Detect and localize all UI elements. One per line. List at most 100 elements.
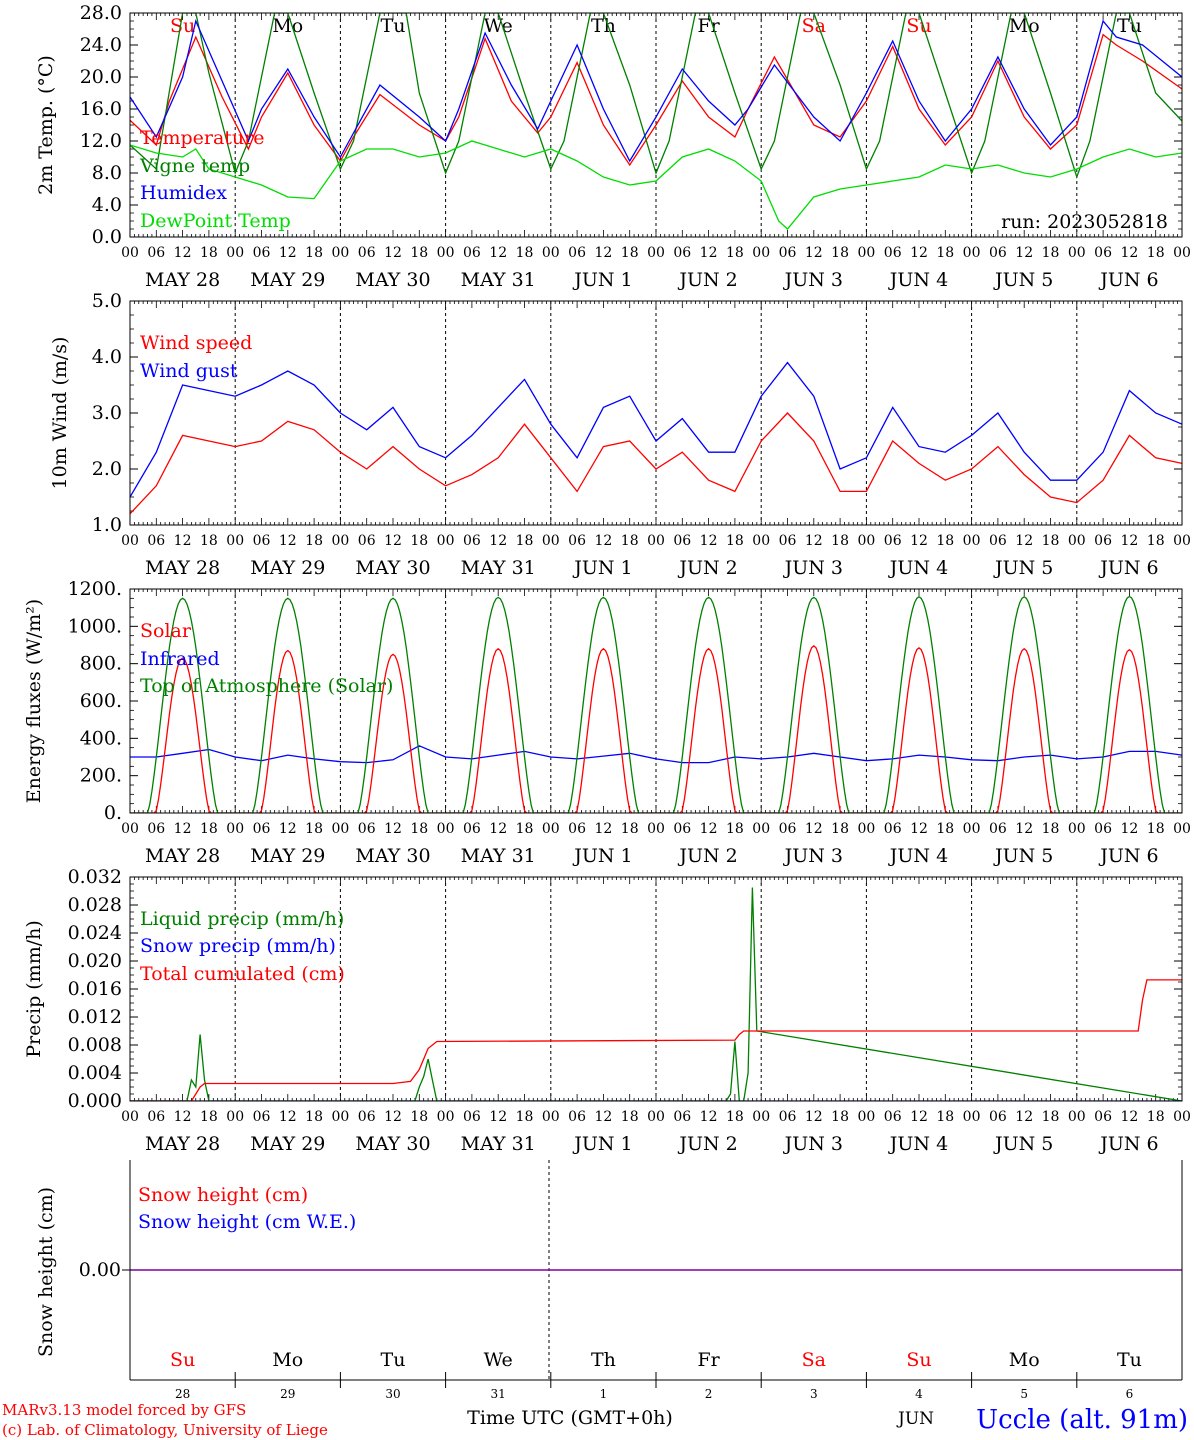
- wind-y-tick-labels: 1.0 2.0 3.0 4.0 5.0: [92, 290, 122, 536]
- wind-legend: Wind speed Wind gust: [140, 332, 252, 382]
- y-tick-label: 0.0: [92, 226, 122, 248]
- bottom-day-numbers: 28 29 30 31 1 2 3 4 5 6: [175, 1387, 1133, 1401]
- hour-label: 18: [200, 533, 218, 549]
- energy-x-labels: 00 06 12 18 MAY 28 00 06 12 18 MAY 29 00 06 12 18 MAY …: [121, 821, 1191, 867]
- series-line-dewpoint-temp: [130, 140, 1182, 230]
- y-tick-label: 0.016: [68, 978, 122, 1000]
- y-tick-label: 0.012: [68, 1006, 122, 1028]
- hour-label: 18: [831, 1109, 849, 1125]
- hour-label: 12: [1120, 533, 1138, 549]
- hour-label: 12: [910, 1109, 928, 1125]
- day-letter: Sa: [802, 15, 826, 37]
- hour-label: 00: [647, 1109, 665, 1125]
- day-letter: Tu: [1117, 15, 1142, 37]
- precip-plot-frame: [129, 876, 1183, 1102]
- hour-label: 00: [121, 533, 139, 549]
- hour-label: 18: [1147, 821, 1165, 837]
- precip-x-labels: 00 06 12 18 MAY 28 00 06 12 18 MAY 29 00 06 12 18 MAY …: [121, 1109, 1191, 1155]
- date-label: MAY 31: [461, 845, 536, 867]
- time-axis-label: Time UTC (GMT+0h): [467, 1407, 673, 1429]
- hour-label: 18: [936, 821, 954, 837]
- hour-label: 00: [1068, 1109, 1086, 1125]
- snow-panel: 0.00 Snow height (cm) Snow height (cm) S…: [35, 1160, 1183, 1401]
- hour-label: 06: [253, 533, 271, 549]
- hour-label: 00: [331, 533, 349, 549]
- hour-label: 06: [673, 1109, 691, 1125]
- day-letter: Su: [170, 1349, 195, 1371]
- date-label: JUN 6: [1098, 1133, 1158, 1155]
- snow-y-axis-label: Snow height (cm): [35, 1187, 57, 1357]
- energy-y-axis-label: Energy fluxes (W/m²): [23, 599, 45, 803]
- date-label: JUN 5: [993, 269, 1053, 291]
- legend-snow-height-we: Snow height (cm W.E.): [138, 1211, 356, 1233]
- date-label: JUN 2: [677, 1133, 737, 1155]
- temperature-day-letters: Su Mo Tu We Th Fr Sa Su Mo Tu: [170, 15, 1142, 37]
- hour-label: 00: [437, 533, 455, 549]
- hour-label: 00: [226, 1109, 244, 1125]
- hour-label: 06: [358, 821, 376, 837]
- hour-label: 06: [673, 245, 691, 261]
- precip-y-tick-labels: 0.000 0.004 0.008 0.012 0.016 0.020 0.024 0.028…: [68, 866, 122, 1112]
- hour-label: 00: [752, 1109, 770, 1125]
- hour-label: 06: [673, 533, 691, 549]
- hour-label: 18: [1042, 245, 1060, 261]
- day-letter: Tu: [1117, 1349, 1142, 1371]
- precip-panel: 0.000 0.004 0.008 0.012 0.016 0.020 0.024 0.028…: [23, 866, 1191, 1155]
- month-label: JUN: [896, 1409, 934, 1429]
- hour-label: 12: [1120, 821, 1138, 837]
- date-label: JUN 5: [993, 1133, 1053, 1155]
- series-line-wind-gust: [130, 361, 1182, 498]
- day-number: 28: [175, 1387, 190, 1401]
- y-tick-label: 12.0: [80, 130, 122, 152]
- hour-label: 12: [489, 245, 507, 261]
- precip-gridlines: [234, 877, 1078, 1101]
- hour-label: 00: [963, 533, 981, 549]
- hour-label: 00: [331, 821, 349, 837]
- hour-label: 00: [1068, 245, 1086, 261]
- series-line-liquid-precip-mm-h: [130, 887, 1182, 1101]
- hour-label: 00: [226, 533, 244, 549]
- hour-label: 12: [279, 821, 297, 837]
- y-tick-label: 20.0: [80, 66, 122, 88]
- hour-label: 06: [463, 245, 481, 261]
- series-line-infrared: [130, 745, 1182, 764]
- hour-label: 12: [910, 245, 928, 261]
- y-tick-label: 0.: [104, 802, 122, 824]
- hour-label: 06: [884, 245, 902, 261]
- day-letter: Fr: [697, 15, 720, 37]
- credit-line-2: (c) Lab. of Climatology, University of L…: [2, 1421, 328, 1439]
- energy-y-tick-labels: 0. 200. 400. 600. 800. 1000. 1200.: [68, 578, 122, 824]
- y-tick-label: 200.: [80, 765, 122, 787]
- y-tick-label: 400.: [80, 727, 122, 749]
- hour-label: 00: [437, 821, 455, 837]
- hour-label: 06: [147, 533, 165, 549]
- date-label: MAY 31: [461, 557, 536, 579]
- hour-label: 00: [752, 533, 770, 549]
- hour-label: 06: [253, 1109, 271, 1125]
- temperature-series: [130, 13, 1182, 230]
- date-label: JUN 2: [677, 557, 737, 579]
- hour-label: 00: [226, 821, 244, 837]
- hour-label: 00: [437, 1109, 455, 1125]
- legend-wind-gust: Wind gust: [140, 360, 238, 382]
- hour-label: 00: [1173, 533, 1191, 549]
- y-tick-label: 0.032: [68, 866, 122, 888]
- date-label: MAY 28: [145, 269, 220, 291]
- day-letter: Tu: [381, 1349, 406, 1371]
- hour-label: 12: [910, 821, 928, 837]
- hour-label: 00: [647, 533, 665, 549]
- y-tick-label: 0.004: [68, 1062, 122, 1084]
- legend-snow-height: Snow height (cm): [138, 1184, 308, 1206]
- hour-label: 06: [779, 1109, 797, 1125]
- y-tick-label: 1.0: [92, 514, 122, 536]
- series-line-solar: [130, 645, 1182, 813]
- hour-label: 12: [594, 245, 612, 261]
- date-label: JUN 4: [888, 557, 948, 579]
- hour-label: 00: [647, 245, 665, 261]
- day-letter: Th: [591, 1349, 616, 1371]
- date-label: JUN 3: [783, 1133, 843, 1155]
- temperature-x-labels: 00 06 12 18 MAY 28 00 06 12 18 MAY 29 00 06 12 18 MAY …: [121, 245, 1191, 291]
- date-label: JUN 6: [1098, 557, 1158, 579]
- hour-label: 06: [1094, 1109, 1112, 1125]
- hour-label: 18: [305, 533, 323, 549]
